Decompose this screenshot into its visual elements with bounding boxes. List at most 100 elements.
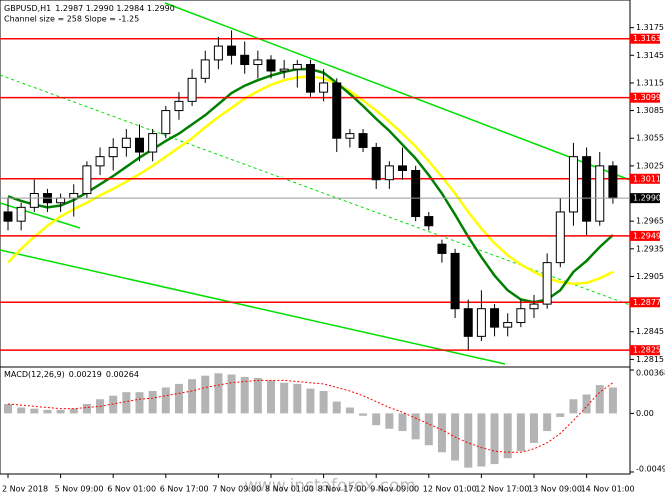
- macd-bar: [43, 409, 52, 414]
- candle-body: [503, 322, 513, 328]
- macd-bar: [543, 413, 552, 432]
- macd-bar: [530, 413, 538, 443]
- x-tick-label: 8 Nov 17:00: [318, 485, 367, 494]
- level-label: 1.2825: [633, 346, 661, 355]
- macd-tick-label: 0.00368: [636, 369, 665, 378]
- candle-body: [345, 133, 355, 139]
- level-box: [630, 173, 660, 184]
- macd-bar: [122, 392, 131, 414]
- macd-tick-label: -0.00497: [636, 465, 665, 474]
- candle-body: [266, 59, 276, 72]
- candle-body: [582, 156, 592, 222]
- y-tick-label: 1.2905: [636, 272, 664, 281]
- macd-bar: [109, 395, 118, 414]
- candle-body: [148, 133, 158, 153]
- macd-bar: [17, 407, 26, 414]
- x-tick-label: 2 Nov 2018: [2, 485, 48, 494]
- candle-body: [253, 59, 263, 66]
- level-box: [630, 297, 660, 308]
- candle-body: [135, 137, 144, 153]
- macd-bar: [161, 387, 170, 414]
- macd-title: MACD(12,26,9) 0.00219 0.00264: [4, 370, 139, 379]
- macd-bar: [424, 413, 433, 446]
- macd-label: MACD(12,26,9): [4, 370, 65, 379]
- macd-bar: [464, 413, 473, 468]
- macd-bar: [69, 408, 78, 414]
- candle-body: [358, 133, 368, 148]
- macd-bar: [385, 413, 394, 429]
- level-label: 1.3163: [633, 34, 661, 43]
- macd-bar: [359, 413, 368, 416]
- candle-body: [568, 156, 578, 213]
- macd-bar: [319, 390, 328, 414]
- level-label: 1.2877: [633, 298, 661, 307]
- candle-body: [398, 165, 407, 171]
- macd-bar: [240, 376, 249, 414]
- candle-body: [56, 197, 66, 204]
- macd-bar: [569, 399, 578, 414]
- y-tick-label: 1.3025: [636, 161, 664, 170]
- macd-bar: [345, 407, 354, 414]
- macd-bar: [503, 413, 512, 459]
- candle-body: [69, 193, 79, 199]
- x-tick-label: 9 Nov 09:00: [370, 485, 419, 494]
- macd-bar: [214, 373, 223, 414]
- channel-segment: [0, 202, 81, 229]
- channel-upper: [164, 2, 631, 181]
- signal-value: 0.00264: [106, 370, 139, 379]
- y-tick-label: 1.3145: [636, 51, 664, 60]
- macd-bar: [306, 388, 315, 414]
- macd-bar: [411, 413, 420, 440]
- x-tick-label: 8 Nov 01:00: [265, 485, 314, 494]
- level-box: [630, 230, 660, 241]
- macd-bar: [293, 383, 302, 414]
- candle-body: [542, 262, 552, 305]
- x-tick-label: 12 Nov 01:00: [423, 485, 477, 494]
- macd-bar: [490, 413, 499, 465]
- macd-bar: [201, 375, 210, 414]
- y-tick-label: 1.2815: [636, 355, 664, 364]
- y-tick-label: 1.2845: [636, 327, 664, 336]
- watermark: www.instaforex.com: [244, 476, 416, 496]
- x-tick-label: 14 Nov 01:00: [581, 485, 635, 494]
- candle-body: [450, 252, 460, 310]
- candle-body: [411, 169, 421, 218]
- macd-bar: [556, 413, 565, 417]
- candle-body: [437, 243, 447, 254]
- x-tick-label: 12 Nov 17:00: [475, 485, 529, 494]
- candle-body: [476, 308, 486, 337]
- channel-lower: [0, 249, 506, 365]
- candle-body: [82, 165, 92, 195]
- candle-body: [29, 193, 39, 208]
- candle-body: [3, 211, 13, 222]
- y-tick-label: 1.3175: [636, 23, 664, 32]
- x-tick-label: 13 Nov 09:00: [528, 485, 582, 494]
- candle-body: [305, 64, 315, 93]
- current-price-label: 1.2990: [633, 194, 661, 203]
- macd-bar: [372, 413, 381, 426]
- level-label: 1.3099: [633, 93, 661, 102]
- candle-body: [424, 216, 434, 227]
- plot-frame: [0, 0, 631, 475]
- x-tick-label: 6 Nov 01:00: [107, 485, 156, 494]
- macd-bar: [227, 374, 236, 414]
- y-tick-label: 1.3115: [636, 78, 664, 87]
- level-box: [630, 33, 660, 44]
- symbol: GBPUSD,H1: [4, 4, 51, 13]
- level-box: [630, 92, 660, 103]
- macd-bar: [148, 390, 157, 414]
- candle-body: [529, 303, 539, 310]
- candle-body: [292, 64, 302, 70]
- candle-body: [187, 77, 197, 102]
- candle-body: [108, 146, 118, 158]
- y-tick-label: 1.3055: [636, 134, 664, 143]
- macd-bar: [174, 383, 183, 414]
- macd-bar: [398, 413, 407, 432]
- candle-body: [595, 165, 605, 222]
- macd-bar: [82, 403, 91, 414]
- macd-bar: [477, 413, 486, 467]
- macd-bar: [332, 401, 341, 414]
- level-label: 1.2949: [633, 231, 661, 240]
- candle-body: [16, 206, 26, 222]
